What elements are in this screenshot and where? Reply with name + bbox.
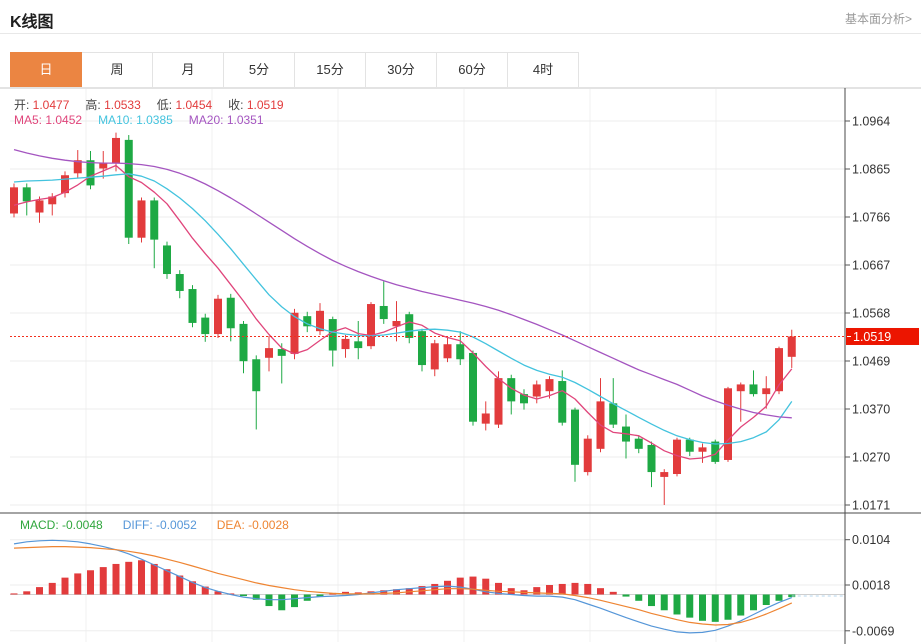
svg-text:1.0766: 1.0766	[852, 211, 890, 225]
svg-text:1.0370: 1.0370	[852, 403, 890, 417]
fundamental-analysis-link[interactable]: 基本面分析>	[844, 12, 912, 26]
svg-text:1.0865: 1.0865	[852, 163, 890, 177]
header-divider	[0, 33, 921, 34]
tab-5min[interactable]: 5分	[224, 52, 295, 88]
tab-4hour[interactable]: 4时	[508, 52, 579, 88]
tab-day[interactable]: 日	[10, 52, 82, 88]
svg-text:1.0667: 1.0667	[852, 259, 890, 273]
svg-text:1.0964: 1.0964	[852, 115, 890, 129]
tab-60min[interactable]: 60分	[437, 52, 508, 88]
kline-chart-canvas[interactable]: 1.0964 1.0865 1.0766 1.0667 1.0568 1.0469 1.03…	[0, 88, 921, 644]
tab-week[interactable]: 周	[82, 52, 153, 88]
svg-text:1.0568: 1.0568	[852, 307, 890, 321]
tab-30min[interactable]: 30分	[366, 52, 437, 88]
tab-15min[interactable]: 15分	[295, 52, 366, 88]
period-tab-bar: 日周月 5分 15分 30分 60分 4时	[10, 52, 579, 88]
svg-text:0.0104: 0.0104	[852, 533, 890, 547]
svg-text:-0.0069: -0.0069	[852, 624, 894, 638]
svg-text:1.0270: 1.0270	[852, 451, 890, 465]
page-title: K线图	[10, 14, 54, 31]
svg-text:0.0018: 0.0018	[852, 579, 890, 593]
svg-text:1.0171: 1.0171	[852, 499, 890, 513]
tab-bar-bottom-border	[0, 87, 921, 88]
tab-month[interactable]: 月	[153, 52, 224, 88]
svg-text:1.0519: 1.0519	[853, 330, 891, 344]
svg-text:1.0469: 1.0469	[852, 355, 890, 369]
